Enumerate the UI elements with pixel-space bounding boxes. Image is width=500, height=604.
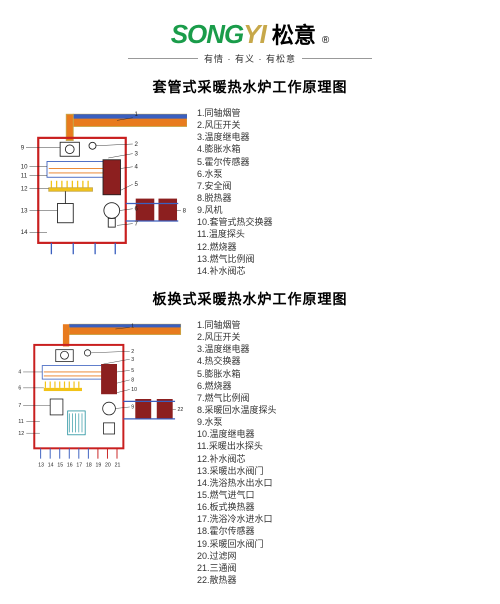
legend-item: 19.采暖回水阀门 bbox=[197, 538, 277, 550]
svg-text:3: 3 bbox=[135, 150, 139, 157]
svg-text:2: 2 bbox=[135, 141, 139, 148]
legend-item: 10.温度继电器 bbox=[197, 428, 277, 440]
svg-text:22: 22 bbox=[177, 407, 183, 413]
section2-title: 板换式采暖热水炉工作原理图 bbox=[12, 289, 488, 309]
section1: 9 10 11 12 13 14 1 2 3 4 5 6 7 8 bbox=[12, 107, 488, 277]
svg-text:1: 1 bbox=[135, 111, 139, 118]
legend-2: 1.同轴烟管2.风压开关3.温度继电器4.热交换器5.膨胀水箱6.燃烧器7.燃气… bbox=[197, 319, 277, 586]
svg-text:4: 4 bbox=[135, 164, 139, 171]
logo-cn: 松意 bbox=[272, 18, 316, 50]
svg-text:3: 3 bbox=[131, 357, 134, 363]
svg-text:8: 8 bbox=[131, 377, 134, 383]
section2: 13 1415 1617 18 1920 21 4 6 7 11 12 1 2 3 bbox=[12, 319, 488, 586]
svg-text:18: 18 bbox=[86, 463, 92, 469]
legend-1: 1.同轴烟管2.风压开关3.温度继电器4.膨胀水箱5.霍尔传感器6.水泵7.安全… bbox=[197, 107, 273, 277]
svg-text:1: 1 bbox=[131, 323, 134, 329]
svg-text:7: 7 bbox=[135, 220, 139, 227]
diagram-2: 13 1415 1617 18 1920 21 4 6 7 11 12 1 2 3 bbox=[12, 319, 187, 586]
svg-text:14: 14 bbox=[48, 463, 54, 469]
legend-item: 4.膨胀水箱 bbox=[197, 143, 273, 155]
registered-mark: ® bbox=[322, 35, 329, 46]
svg-text:9: 9 bbox=[21, 144, 25, 151]
brand-logo: SONGYI 松意 ® bbox=[12, 18, 488, 50]
legend-item: 9.风机 bbox=[197, 204, 273, 216]
legend-item: 3.温度继电器 bbox=[197, 131, 273, 143]
legend-item: 16.板式换热器 bbox=[197, 501, 277, 513]
legend-item: 22.散热器 bbox=[197, 574, 277, 586]
legend-item: 2.风压开关 bbox=[197, 119, 273, 131]
svg-text:7: 7 bbox=[18, 403, 21, 409]
legend-item: 4.热交换器 bbox=[197, 355, 277, 367]
legend-item: 17.洗浴冷水进水口 bbox=[197, 513, 277, 525]
legend-item: 5.膨胀水箱 bbox=[197, 368, 277, 380]
svg-text:4: 4 bbox=[18, 370, 21, 376]
svg-text:11: 11 bbox=[18, 419, 23, 425]
legend-item: 7.安全阀 bbox=[197, 180, 273, 192]
legend-item: 7.燃气比例阀 bbox=[197, 392, 277, 404]
svg-text:15: 15 bbox=[57, 463, 63, 469]
tagline-text: 有情 · 有义 · 有松意 bbox=[198, 52, 302, 65]
svg-text:11: 11 bbox=[21, 172, 28, 179]
svg-text:12: 12 bbox=[21, 185, 28, 192]
legend-item: 14.补水阀芯 bbox=[197, 265, 273, 277]
tagline: 有情 · 有义 · 有松意 bbox=[12, 52, 488, 65]
legend-item: 13.采暖出水阀门 bbox=[197, 465, 277, 477]
svg-text:8: 8 bbox=[183, 207, 187, 214]
svg-text:6: 6 bbox=[18, 385, 21, 391]
legend-item: 1.同轴烟管 bbox=[197, 319, 277, 331]
svg-text:9: 9 bbox=[131, 405, 134, 411]
legend-item: 14.洗浴热水出水口 bbox=[197, 477, 277, 489]
svg-text:10: 10 bbox=[131, 387, 137, 393]
svg-text:5: 5 bbox=[135, 181, 139, 188]
svg-text:6: 6 bbox=[135, 206, 139, 213]
section1-title: 套管式采暖热水炉工作原理图 bbox=[12, 77, 488, 97]
legend-item: 12.补水阀芯 bbox=[197, 453, 277, 465]
legend-item: 6.燃烧器 bbox=[197, 380, 277, 392]
legend-item: 11.采暖出水探头 bbox=[197, 440, 277, 452]
svg-text:10: 10 bbox=[21, 164, 28, 171]
legend-item: 8.采暖回水温度探头 bbox=[197, 404, 277, 416]
legend-item: 18.霍尔传感器 bbox=[197, 525, 277, 537]
svg-text:13: 13 bbox=[21, 207, 28, 214]
legend-item: 5.霍尔传感器 bbox=[197, 156, 273, 168]
legend-item: 9.水泵 bbox=[197, 416, 277, 428]
svg-text:21: 21 bbox=[115, 463, 121, 469]
legend-item: 15.燃气进气口 bbox=[197, 489, 277, 501]
legend-item: 3.温度继电器 bbox=[197, 343, 277, 355]
legend-item: 8.脱热器 bbox=[197, 192, 273, 204]
svg-text:17: 17 bbox=[76, 463, 82, 469]
svg-text:16: 16 bbox=[67, 463, 73, 469]
legend-item: 11.温度探头 bbox=[197, 228, 273, 240]
legend-item: 10.套管式热交换器 bbox=[197, 216, 273, 228]
legend-item: 20.过滤网 bbox=[197, 550, 277, 562]
logo-en: SONGYI bbox=[171, 19, 266, 50]
svg-text:5: 5 bbox=[131, 368, 134, 374]
legend-item: 6.水泵 bbox=[197, 168, 273, 180]
svg-text:2: 2 bbox=[131, 349, 134, 355]
legend-item: 2.风压开关 bbox=[197, 331, 277, 343]
svg-text:12: 12 bbox=[18, 431, 24, 437]
diagram-1: 9 10 11 12 13 14 1 2 3 4 5 6 7 8 bbox=[12, 107, 187, 277]
svg-text:20: 20 bbox=[105, 463, 111, 469]
legend-item: 13.燃气比例阀 bbox=[197, 253, 273, 265]
legend-item: 1.同轴烟管 bbox=[197, 107, 273, 119]
svg-text:13: 13 bbox=[38, 463, 44, 469]
legend-item: 21.三通阀 bbox=[197, 562, 277, 574]
svg-text:19: 19 bbox=[96, 463, 102, 469]
legend-item: 12.燃烧器 bbox=[197, 241, 273, 253]
svg-text:14: 14 bbox=[21, 229, 28, 236]
